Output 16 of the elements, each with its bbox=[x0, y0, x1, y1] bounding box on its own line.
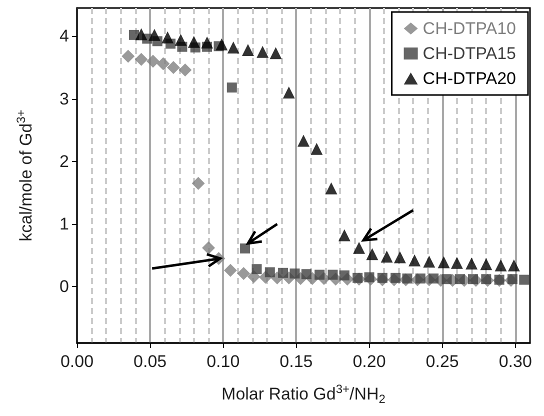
x-tick-label: 0.10 bbox=[206, 352, 240, 371]
y-tick-label: 4 bbox=[60, 26, 69, 46]
x-tick-label: 0.15 bbox=[280, 352, 313, 371]
y-tick-label: 0 bbox=[60, 277, 69, 296]
x-tick-label: 0.00 bbox=[60, 352, 94, 371]
x-tick-label: 0.05 bbox=[134, 352, 167, 371]
x-tick-label: 0.25 bbox=[426, 352, 459, 371]
legend-label: CH-DTPA20 bbox=[422, 69, 516, 88]
x-tick-label: 0.30 bbox=[498, 352, 532, 371]
x-tick-label: 0.20 bbox=[352, 352, 386, 371]
y-axis-title: kcal/mole of Gd3+ bbox=[14, 110, 36, 242]
y-tick-label: 1 bbox=[60, 214, 69, 234]
legend-label: CH-DTPA15 bbox=[422, 44, 516, 63]
y-tick-label: 2 bbox=[60, 152, 69, 171]
legend-label: CH-DTPA10 bbox=[422, 19, 516, 38]
y-tick-label: 3 bbox=[60, 89, 69, 108]
